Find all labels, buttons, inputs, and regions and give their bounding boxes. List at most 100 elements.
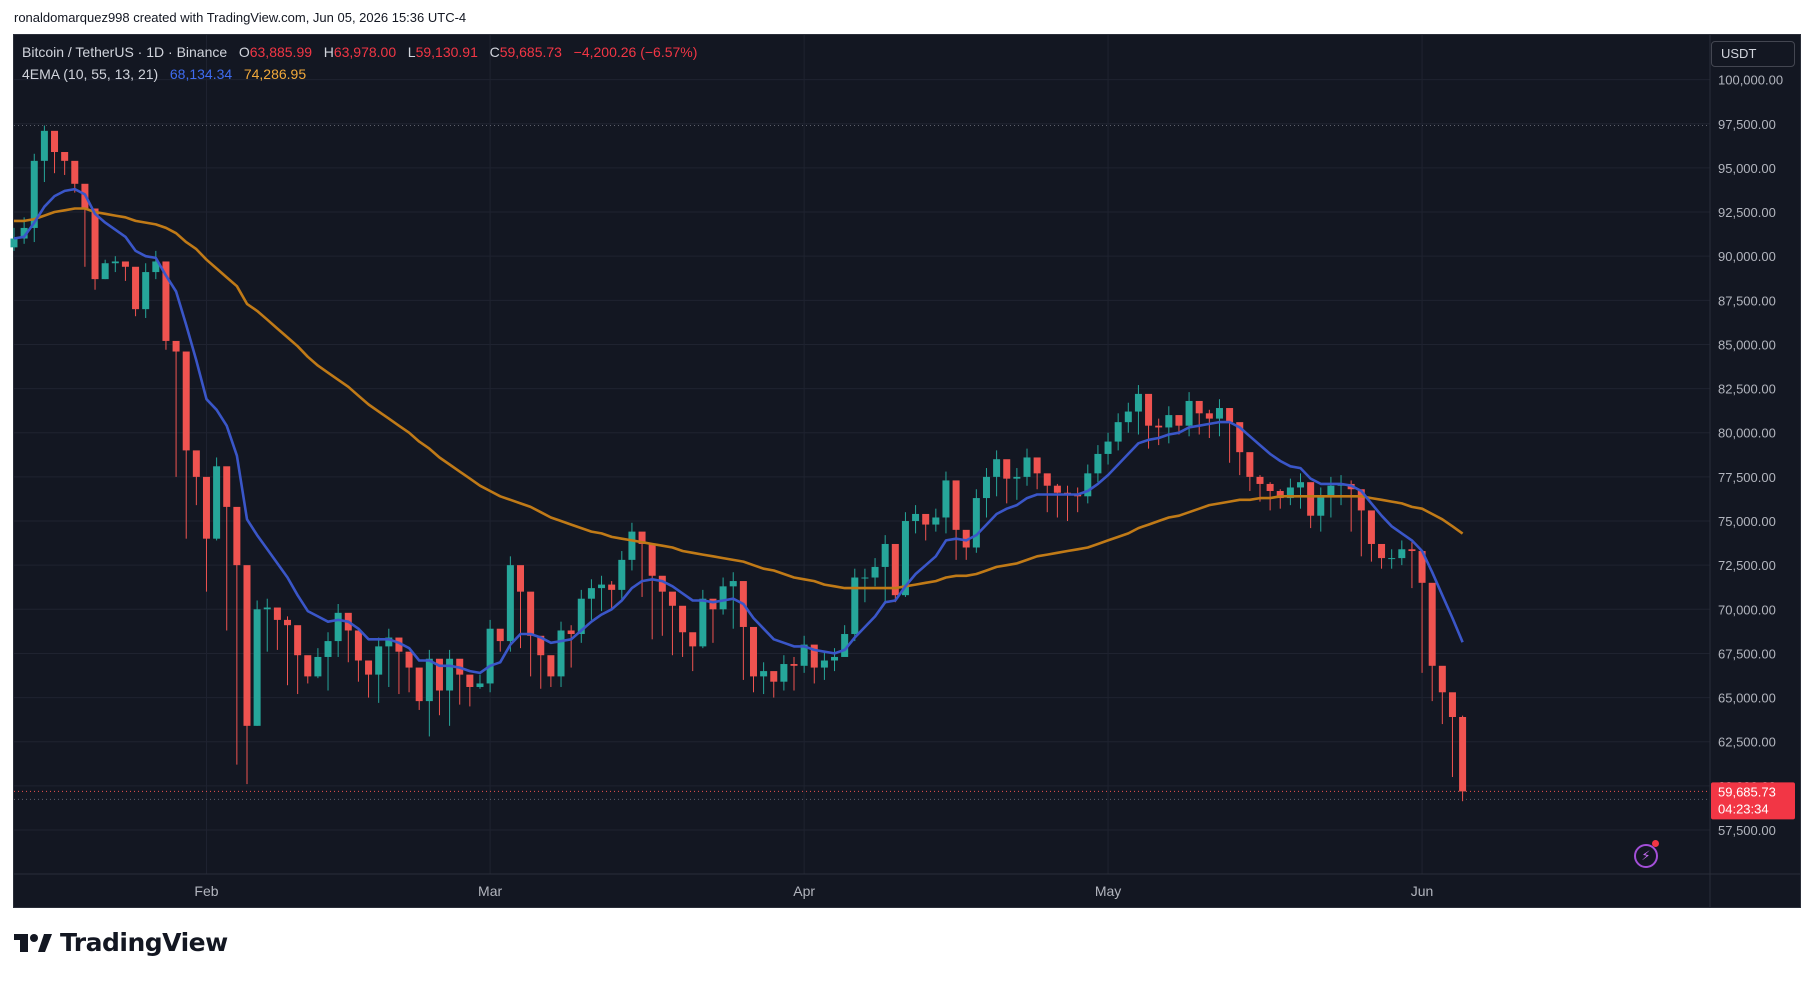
x-tick-label: Feb bbox=[194, 883, 218, 899]
candle-body bbox=[152, 261, 160, 273]
candle-body bbox=[40, 130, 48, 161]
candle-body bbox=[648, 543, 656, 576]
candle-body bbox=[790, 664, 798, 666]
candle-body bbox=[446, 658, 454, 691]
open-label: O bbox=[238, 44, 250, 60]
candle-body bbox=[1053, 485, 1061, 493]
candle-body bbox=[294, 625, 302, 656]
candle-body bbox=[1185, 400, 1193, 426]
candle-body bbox=[486, 628, 494, 684]
candle-body bbox=[780, 664, 788, 682]
indicator-title[interactable]: 4EMA (10, 55, 13, 21) bbox=[22, 66, 159, 82]
candle-body bbox=[365, 660, 373, 675]
candle-body bbox=[891, 543, 899, 596]
candle-body bbox=[1438, 665, 1446, 693]
candle-body bbox=[1226, 408, 1234, 423]
candle-body bbox=[1124, 411, 1132, 423]
candle-body bbox=[1408, 549, 1416, 552]
candle-body bbox=[598, 584, 606, 589]
candle-body bbox=[861, 577, 869, 579]
candle-body bbox=[1155, 425, 1163, 428]
candle-body bbox=[922, 513, 930, 525]
candle-body bbox=[395, 637, 403, 652]
y-tick-label: 57,500.00 bbox=[1718, 823, 1776, 838]
candle-body bbox=[608, 584, 616, 590]
candle-body bbox=[132, 266, 140, 310]
candle-body bbox=[51, 130, 59, 153]
candle-body bbox=[1003, 459, 1011, 479]
y-tick-label: 80,000.00 bbox=[1718, 426, 1776, 441]
ema-slow-value: 74,286.95 bbox=[243, 66, 307, 82]
candle-body bbox=[273, 607, 281, 620]
candle-body bbox=[952, 480, 960, 530]
candle-body bbox=[1428, 582, 1436, 666]
symbol-title[interactable]: Bitcoin / TetherUS · 1D · Binance bbox=[22, 44, 228, 60]
y-tick-label: 75,000.00 bbox=[1718, 514, 1776, 529]
candle-body bbox=[1246, 452, 1254, 477]
candle-body bbox=[1145, 393, 1153, 426]
candle-body bbox=[547, 655, 555, 677]
candle-body bbox=[223, 466, 231, 507]
candle-body bbox=[658, 575, 666, 592]
candle-body bbox=[770, 671, 778, 682]
candle-body bbox=[638, 531, 646, 544]
candle-body bbox=[749, 626, 757, 677]
indicator-legend: 4EMA (10, 55, 13, 21) 68,134.34 74,286.9… bbox=[22, 66, 306, 82]
candle-body bbox=[142, 272, 150, 310]
candle-body bbox=[1317, 496, 1325, 516]
candle-body bbox=[1165, 415, 1173, 428]
candle-body bbox=[1448, 692, 1456, 718]
candle-body bbox=[284, 619, 292, 626]
chart-panel[interactable] bbox=[13, 34, 1801, 908]
x-tick-label: Apr bbox=[793, 883, 815, 899]
candle-body bbox=[841, 634, 849, 657]
y-tick-label: 95,000.00 bbox=[1718, 161, 1776, 176]
y-tick-label: 82,500.00 bbox=[1718, 382, 1776, 397]
y-tick-label: 92,500.00 bbox=[1718, 205, 1776, 220]
candle-body bbox=[213, 466, 221, 539]
y-tick-label: 65,000.00 bbox=[1718, 691, 1776, 706]
y-tick-label: 77,500.00 bbox=[1718, 470, 1776, 485]
candle-body bbox=[435, 658, 443, 691]
candle-body bbox=[709, 598, 717, 610]
candle-body bbox=[628, 531, 636, 560]
candle-body bbox=[334, 612, 342, 642]
change-value: −4,200.26 (−6.57%) bbox=[573, 44, 698, 60]
brand-wordmark: TradingView bbox=[60, 928, 228, 957]
price-badge-countdown: 04:23:34 bbox=[1718, 801, 1769, 816]
brand-footer: TradingView bbox=[14, 928, 228, 957]
candle-body bbox=[314, 656, 322, 677]
lightning-icon[interactable]: ⚡ bbox=[1634, 844, 1658, 868]
candle-body bbox=[1134, 393, 1142, 412]
y-tick-label: 87,500.00 bbox=[1718, 293, 1776, 308]
candle-body bbox=[1327, 485, 1335, 497]
low-value: 59,130.91 bbox=[415, 44, 478, 60]
y-tick-label: 62,500.00 bbox=[1718, 735, 1776, 750]
candle-body bbox=[20, 227, 28, 239]
candle-body bbox=[679, 605, 687, 633]
candle-body bbox=[1094, 453, 1102, 474]
candle-body bbox=[101, 263, 109, 280]
candle-body bbox=[1276, 491, 1284, 499]
candle-body bbox=[1256, 476, 1264, 484]
candle-body bbox=[182, 351, 190, 451]
open-value: 63,885.99 bbox=[249, 44, 313, 60]
candle-body bbox=[1195, 400, 1203, 414]
candle-body bbox=[1114, 422, 1122, 442]
candle-body bbox=[476, 683, 484, 687]
y-tick-label: 100,000.00 bbox=[1718, 73, 1783, 88]
close-label: C bbox=[489, 44, 500, 60]
candle-body bbox=[942, 480, 950, 518]
currency-button[interactable]: USDT bbox=[1711, 41, 1795, 67]
candle-body bbox=[466, 674, 474, 687]
candle-body bbox=[982, 476, 990, 499]
candle-body bbox=[496, 628, 504, 642]
candle-body bbox=[689, 632, 697, 647]
y-tick-label: 72,500.00 bbox=[1718, 558, 1776, 573]
candle-body bbox=[800, 644, 808, 666]
candle-body bbox=[1215, 408, 1223, 419]
candle-body bbox=[668, 591, 676, 606]
candle-body bbox=[1307, 482, 1315, 516]
candle-body bbox=[162, 261, 170, 341]
